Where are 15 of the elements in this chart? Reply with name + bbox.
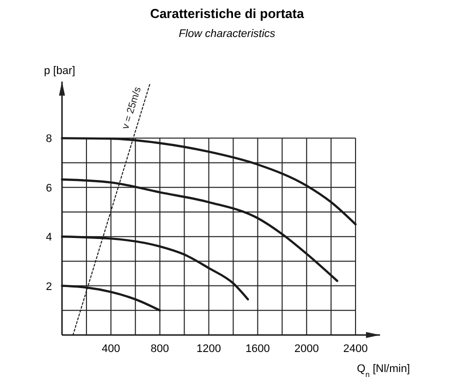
y-tick-label: 2 <box>46 280 52 293</box>
y-axis-title: p [bar] <box>44 65 76 77</box>
chart-subtitle: Flow characteristics <box>178 28 276 40</box>
y-tick-label: 6 <box>46 182 52 194</box>
x-tick-label: 2000 <box>294 343 319 355</box>
x-tick-label: 800 <box>150 343 170 355</box>
x-tick-label: 2400 <box>343 343 368 355</box>
x-tick-label: 1600 <box>245 343 270 355</box>
x-tick-label: 1200 <box>196 343 222 355</box>
text: v = 25m/s <box>120 86 144 131</box>
y-tick-label: 8 <box>46 133 52 146</box>
x-tick-label: 400 <box>102 343 120 355</box>
x-axis-title: Q$_{n}$ [Nl/min] <box>356 363 410 378</box>
chart-title: Caratteristiche di portata <box>150 6 305 21</box>
y-tick-label: 4 <box>46 232 52 244</box>
